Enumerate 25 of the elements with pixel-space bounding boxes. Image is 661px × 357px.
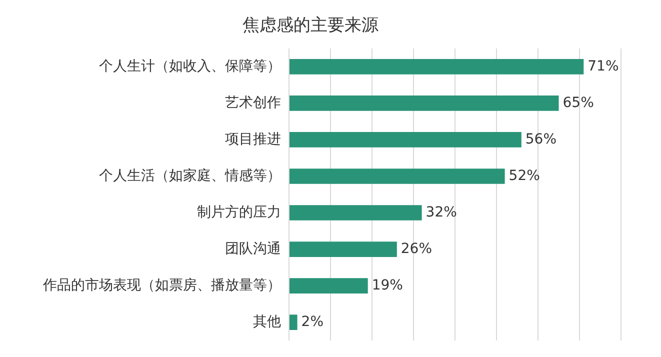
bar (290, 96, 559, 111)
bar (290, 168, 505, 184)
y-tick-label: 艺术创作 (225, 94, 281, 111)
bar (290, 278, 368, 294)
y-tick-label: 作品的市场表现（如票房、播放量等） (42, 277, 281, 294)
bar (290, 205, 422, 220)
bar (290, 58, 584, 74)
data-label: 65% (562, 94, 594, 111)
bar (290, 242, 397, 257)
data-label: 71% (588, 58, 619, 74)
y-tick-label: 项目推进 (225, 131, 281, 148)
y-tick-label: 制片方的压力 (197, 204, 281, 220)
data-label: 32% (426, 204, 457, 220)
data-label: 2% (301, 314, 324, 330)
bar (290, 132, 522, 148)
y-tick-label: 个人生活（如家庭、情感等） (99, 168, 281, 184)
chart-title: 焦虑感的主要来源 (242, 16, 378, 36)
y-tick-label: 其他 (253, 314, 281, 330)
bar (290, 314, 298, 330)
data-label: 26% (400, 240, 432, 257)
data-label: 56% (525, 131, 557, 148)
y-tick-label: 团队沟通 (225, 240, 281, 257)
data-label: 19% (372, 277, 403, 294)
data-label: 52% (508, 168, 540, 184)
y-tick-label: 个人生计（如收入、保障等） (99, 58, 281, 74)
